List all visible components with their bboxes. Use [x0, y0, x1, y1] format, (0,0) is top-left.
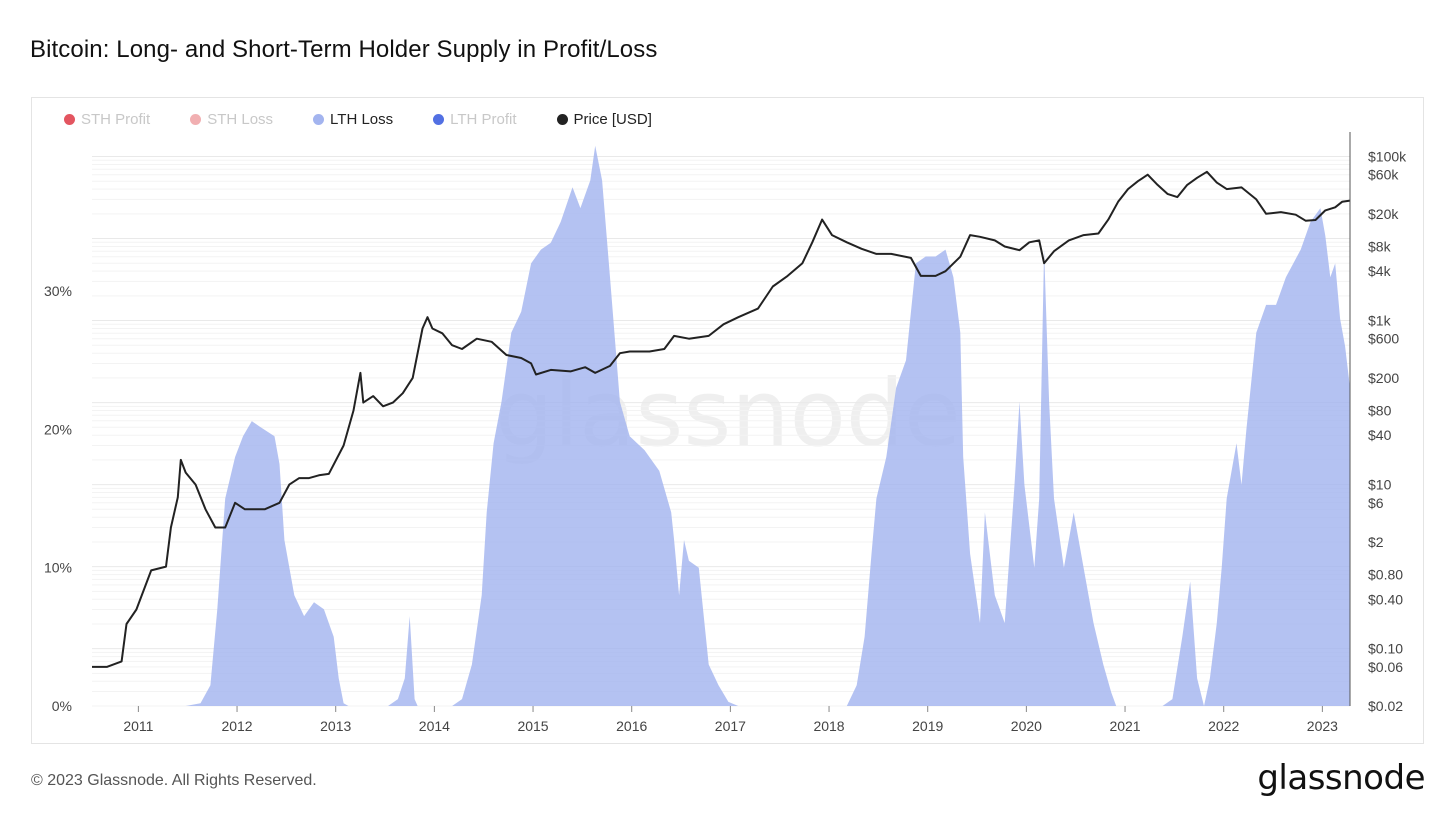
- x-tick-label: 2022: [1208, 718, 1239, 734]
- y-right-tick-label: $100k: [1368, 148, 1407, 164]
- chart-legend: STH Profit STH Loss LTH Loss LTH Profit …: [64, 111, 692, 128]
- y-right-tick-label: $8k: [1368, 238, 1392, 254]
- y-right-tick-label: $0.06: [1368, 659, 1403, 675]
- y-right-tick-label: $2: [1368, 534, 1384, 550]
- lth-loss-area: [92, 145, 1350, 707]
- legend-item-sth-profit[interactable]: STH Profit: [64, 111, 150, 128]
- y-right-tick-label: $4k: [1368, 263, 1392, 279]
- copyright-text: © 2023 Glassnode. All Rights Reserved.: [31, 772, 317, 789]
- x-tick-label: 2023: [1307, 718, 1338, 734]
- glassnode-logo[interactable]: glassnode: [1257, 758, 1425, 798]
- y-axis-right: $0.02 $0.06 $0.10 $0.40 $0.80 $2 $6 $10 $40 $80 $2…: [1349, 132, 1407, 714]
- legend-item-sth-loss[interactable]: STH Loss: [190, 111, 273, 128]
- y-right-tick-label: $0.10: [1368, 641, 1403, 657]
- y-left-tick-label: 20%: [44, 421, 72, 437]
- legend-label: LTH Profit: [450, 111, 517, 128]
- x-tick-label: 2020: [1011, 718, 1042, 734]
- x-tick-label: 2016: [616, 718, 647, 734]
- legend-dot-icon: [64, 114, 75, 125]
- x-tick-label: 2017: [715, 718, 746, 734]
- chart-panel: [31, 97, 1424, 744]
- price-line: [92, 170, 1351, 668]
- y-right-tick-label: $0.02: [1368, 698, 1403, 714]
- y-right-tick-label: $0.80: [1368, 567, 1403, 583]
- y-left-tick-label: 0%: [52, 698, 72, 714]
- x-axis: 2011 2012 2013 2014 2015 2016 2017 2018 2019 2020…: [123, 706, 1338, 734]
- y-right-tick-label: $1k: [1368, 313, 1392, 329]
- legend-item-price[interactable]: Price [USD]: [556, 111, 652, 128]
- legend-label: STH Profit: [81, 111, 151, 128]
- legend-dot-icon: [190, 114, 202, 125]
- price-line-layer: [92, 170, 1351, 668]
- legend-label: Price [USD]: [573, 111, 652, 128]
- y-right-tick-label: $200: [1368, 370, 1399, 386]
- x-tick-label: 2014: [419, 718, 450, 734]
- x-tick-label: 2018: [813, 718, 844, 734]
- y-right-tick-label: $600: [1368, 331, 1399, 347]
- chart-title: Bitcoin: Long- and Short-Term Holder Sup…: [30, 36, 658, 63]
- lth-loss-area-layer: [92, 145, 1350, 707]
- y-right-tick-label: $80: [1368, 403, 1392, 419]
- x-tick-label: 2011: [123, 718, 153, 734]
- legend-label: LTH Loss: [330, 111, 394, 128]
- y-axis-left: 0% 10% 20% 30%: [44, 283, 72, 714]
- legend-item-lth-profit[interactable]: LTH Profit: [433, 111, 517, 128]
- legend-dot-icon: [556, 114, 568, 125]
- y-left-tick-label: 10%: [44, 560, 72, 576]
- y-left-tick-label: 30%: [44, 283, 72, 299]
- y-right-tick-label: $60k: [1368, 167, 1399, 183]
- y-right-tick-label: $0.40: [1368, 591, 1403, 607]
- x-tick-label: 2013: [320, 718, 351, 734]
- legend-dot-icon: [313, 114, 325, 125]
- y-right-tick-label: $10: [1368, 477, 1392, 493]
- x-tick-label: 2019: [912, 718, 943, 734]
- x-tick-label: 2012: [221, 718, 252, 734]
- y-right-tick-label: $40: [1368, 427, 1392, 443]
- y-right-tick-label: $6: [1368, 495, 1384, 511]
- legend-label: STH Loss: [207, 111, 274, 128]
- x-tick-label: 2021: [1109, 718, 1140, 734]
- x-tick-label: 2015: [517, 718, 548, 734]
- y-right-tick-label: $20k: [1368, 206, 1399, 222]
- legend-item-lth-loss[interactable]: LTH Loss: [313, 111, 393, 128]
- legend-dot-icon: [433, 114, 445, 125]
